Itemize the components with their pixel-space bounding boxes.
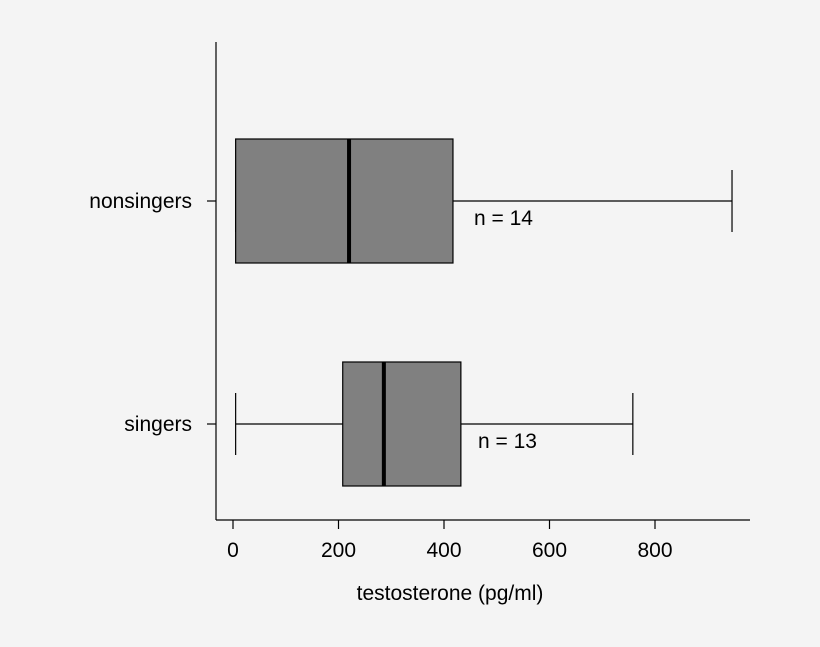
n-annotation: n = 13 xyxy=(478,430,537,453)
x-tick-label: 400 xyxy=(426,539,461,562)
x-tick-label: 600 xyxy=(532,539,567,562)
x-tick-label: 800 xyxy=(637,539,672,562)
category-label: singers xyxy=(124,413,192,436)
box-iqr xyxy=(342,361,462,487)
box-iqr xyxy=(235,138,454,264)
x-tick-label: 200 xyxy=(321,539,356,562)
n-annotation: n = 14 xyxy=(474,207,533,230)
box-singers: singers n = 13 xyxy=(124,361,634,487)
x-axis-label: testosterone (pg/ml) xyxy=(357,582,544,605)
x-tick-label: 0 xyxy=(227,539,239,562)
category-label: nonsingers xyxy=(89,190,192,213)
box-nonsingers: nonsingers n = 14 xyxy=(89,138,733,264)
